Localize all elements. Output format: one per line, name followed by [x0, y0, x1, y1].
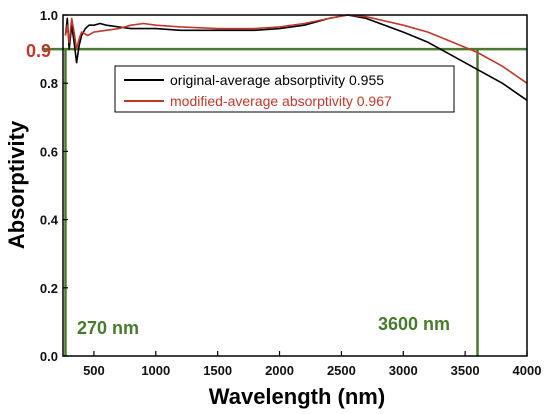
- x-tick-label: 500: [83, 363, 105, 378]
- x-tick-label: 1500: [203, 363, 232, 378]
- left-wavelength-label: 270 nm: [77, 318, 139, 338]
- y-tick-label: 0.2: [40, 281, 58, 296]
- y-axis-title: Absorptivity: [4, 120, 29, 249]
- x-tick-label: 3000: [389, 363, 418, 378]
- x-tick-label: 3500: [451, 363, 480, 378]
- series-line-1: [64, 14, 528, 84]
- series-line-0: [64, 14, 528, 101]
- y-tick-label: 0.4: [40, 213, 59, 228]
- x-axis-title: Wavelength (nm): [209, 384, 385, 409]
- reference-value-label: 0.9: [26, 41, 51, 61]
- legend-entry-original: original-average absorptivity 0.955: [170, 72, 384, 88]
- legend-box: [114, 65, 455, 113]
- x-tick-label: 1000: [141, 363, 170, 378]
- y-tick-label: 1.0: [40, 8, 58, 23]
- x-tick-label: 2000: [265, 363, 294, 378]
- y-tick-label: 0.6: [40, 144, 58, 159]
- x-tick-label: 2500: [327, 363, 356, 378]
- y-tick-label: 0.8: [40, 76, 58, 91]
- legend-entry-modified: modified-average absorptivity 0.967: [170, 93, 392, 109]
- legend: original-average absorptivity 0.955 modi…: [114, 65, 455, 113]
- right-wavelength-label: 3600 nm: [378, 314, 450, 334]
- x-tick-label: 4000: [513, 363, 542, 378]
- plot-frame: [62, 14, 528, 357]
- y-tick-label: 0.0: [40, 349, 58, 364]
